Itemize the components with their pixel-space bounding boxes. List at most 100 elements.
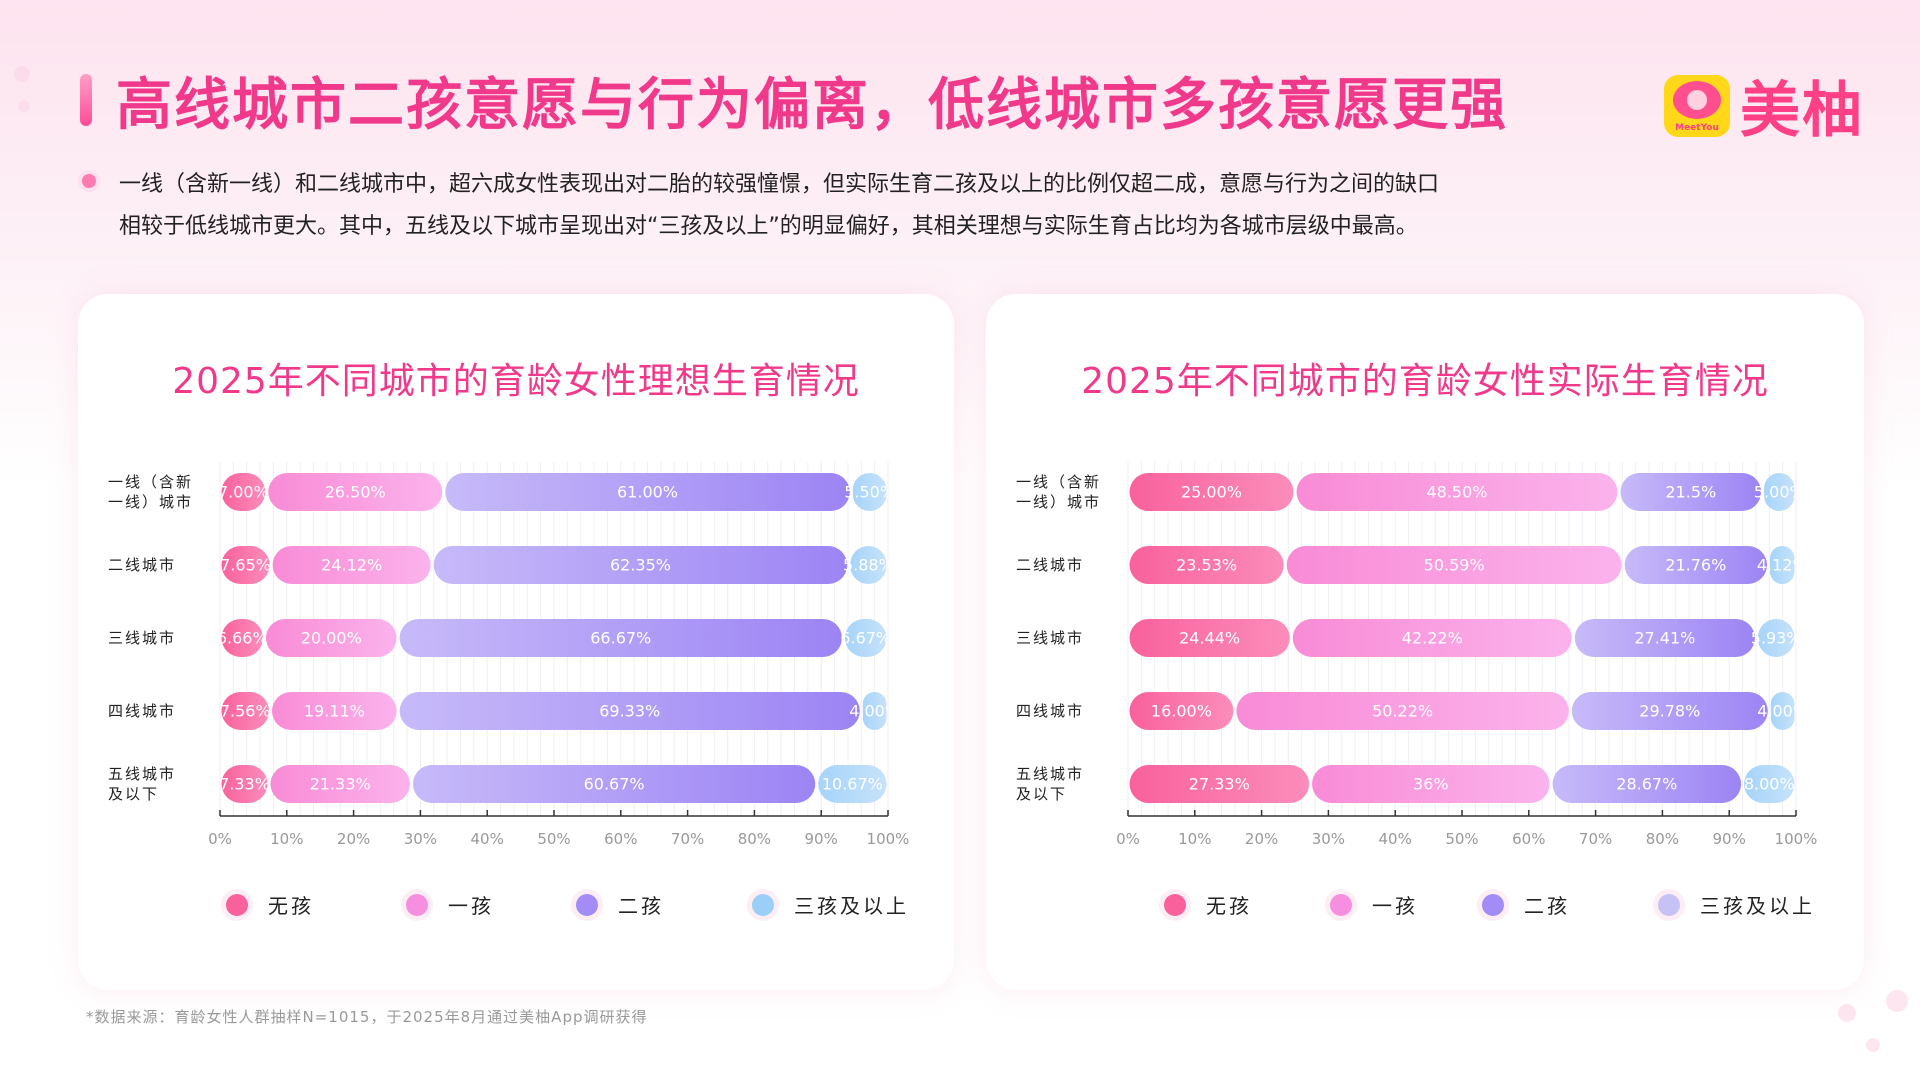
bar-segment (399, 619, 842, 657)
data-label: 69.33% (599, 702, 660, 721)
bar-segment (1764, 473, 1795, 511)
bar-segment (1129, 619, 1290, 657)
data-label: 7.56% (220, 702, 271, 721)
data-label: 50.59% (1424, 556, 1485, 575)
legend-item-one: 一孩 (406, 890, 494, 919)
data-label: 21.76% (1665, 556, 1726, 575)
bar-segment (1757, 619, 1795, 657)
bar-segment (1286, 546, 1622, 584)
legend-dot-icon (752, 893, 774, 916)
data-label: 48.50% (1426, 483, 1487, 502)
decor-dot (1838, 1004, 1856, 1022)
legend-item-none: 无孩 (1164, 890, 1252, 919)
bar-segment (221, 473, 266, 511)
decor-dot (14, 66, 30, 82)
x-tick-label: 90% (1713, 830, 1746, 848)
data-label: 5.50% (844, 483, 895, 502)
x-tick-label: 40% (471, 830, 504, 848)
data-label: 42.22% (1402, 629, 1463, 648)
legend-label: 二孩 (1524, 894, 1570, 918)
actual-chart-panel: 2025年不同城市的育龄女性实际生育情况 一线（含新 一线）城市 25.00% 48.… (986, 294, 1864, 990)
bar-segment (272, 692, 397, 730)
data-label: 5.00% (1754, 483, 1805, 502)
page-header: 高线城市二孩意愿与行为偏离，低线城市多孩意愿更强 (80, 62, 1508, 138)
category-label: 一线（含新 (1016, 473, 1101, 491)
category-label: 及以下 (108, 785, 159, 803)
category-label: 二线城市 (108, 556, 176, 574)
data-label: 5.93% (1751, 629, 1802, 648)
category-label: 及以下 (1016, 785, 1067, 803)
data-label: 24.12% (321, 556, 382, 575)
legend-item-one: 一孩 (1330, 890, 1418, 919)
data-label: 4.00% (1757, 702, 1808, 721)
bar-segment (1296, 473, 1618, 511)
data-label: 23.53% (1176, 556, 1237, 575)
x-tick-label: 70% (671, 830, 704, 848)
bar-segment (221, 692, 270, 730)
data-label: 20.00% (301, 629, 362, 648)
data-label: 27.33% (1189, 775, 1250, 794)
chart-legend: 无孩 一孩 二孩 三孩及以上 (986, 890, 1864, 930)
x-tick-label: 30% (404, 830, 437, 848)
x-tick-label: 60% (1512, 830, 1545, 848)
x-tick-label: 100% (1775, 830, 1818, 848)
data-label: 50.22% (1372, 702, 1433, 721)
bar-segment (850, 546, 887, 584)
brand-logo: MeetYou 美柚 (1664, 62, 1864, 149)
legend-dot-icon (406, 893, 428, 916)
bullet-dot-icon (82, 174, 96, 188)
x-tick-label: 20% (1245, 830, 1278, 848)
bar-segment (1129, 692, 1234, 730)
logo-subtext: MeetYou (1675, 122, 1719, 133)
legend-item-three-plus: 三孩及以上 (752, 890, 909, 919)
bar-segment (268, 473, 443, 511)
bar-segment (1552, 765, 1742, 803)
bar-segment (852, 473, 887, 511)
bar-segment (445, 473, 850, 511)
description-text: 一线（含新一线）和二线城市中，超六成女性表现出对二胎的较强憧憬，但实际生育二孩及… (119, 164, 1642, 248)
x-tick-label: 80% (1646, 830, 1679, 848)
data-label: 4.00% (849, 702, 900, 721)
data-label: 21.33% (310, 775, 371, 794)
data-label: 7.00% (218, 483, 269, 502)
legend-item-two: 二孩 (1482, 890, 1570, 919)
bar-segment (818, 765, 887, 803)
data-label: 6.66% (217, 629, 268, 648)
legend-dot-icon (1330, 893, 1352, 916)
legend-label: 无孩 (1206, 894, 1252, 918)
category-label: 四线城市 (1016, 702, 1084, 720)
ideal-birth-chart: 一线（含新一线）城市 7.00% 26.50% 61.00% 5.50% 二线城市 7.65… (108, 462, 909, 848)
x-tick-label: 0% (208, 830, 232, 848)
data-label: 27.41% (1634, 629, 1695, 648)
chart-legend: 无孩 一孩 二孩 三孩及以上 (78, 890, 954, 930)
x-tick-label: 40% (1379, 830, 1412, 848)
bar-segment (1624, 546, 1767, 584)
bar-segment (1312, 765, 1550, 803)
bar-segment (1129, 473, 1294, 511)
chart-title: 2025年不同城市的育龄女性理想生育情况 (172, 361, 860, 402)
data-label: 5.88% (843, 556, 894, 575)
bar-segment (433, 546, 848, 584)
bar-segment (1770, 692, 1795, 730)
x-tick-label: 10% (1178, 830, 1211, 848)
category-label: 五线城市 (108, 765, 176, 783)
logo-text: 美柚 (1740, 76, 1864, 146)
legend-item-none: 无孩 (226, 890, 314, 919)
bar-segment (221, 765, 268, 803)
legend-item-three-plus: 三孩及以上 (1658, 890, 1815, 919)
category-label: 二线城市 (1016, 556, 1084, 574)
x-tick-label: 10% (270, 830, 303, 848)
bar-segment (399, 692, 860, 730)
category-label: 四线城市 (108, 702, 176, 720)
description-line-2: 相较于低线城市更大。其中，五线及以下城市呈现出对“三孩及以上”的明显偏好，其相关… (119, 214, 1418, 239)
bar-segment (1620, 473, 1762, 511)
bar-segment (1571, 692, 1768, 730)
data-label: 7.65% (220, 556, 271, 575)
data-label: 25.00% (1181, 483, 1242, 502)
category-label: 五线城市 (1016, 765, 1084, 783)
actual-birth-chart: 一线（含新一线）城市 25.00% 48.50% 21.5% 5.00% 二线城市 23.5… (1016, 462, 1818, 848)
bar-segment (221, 546, 270, 584)
data-label: 66.67% (590, 629, 651, 648)
bar-segment (270, 765, 410, 803)
legend-label: 二孩 (618, 894, 664, 918)
